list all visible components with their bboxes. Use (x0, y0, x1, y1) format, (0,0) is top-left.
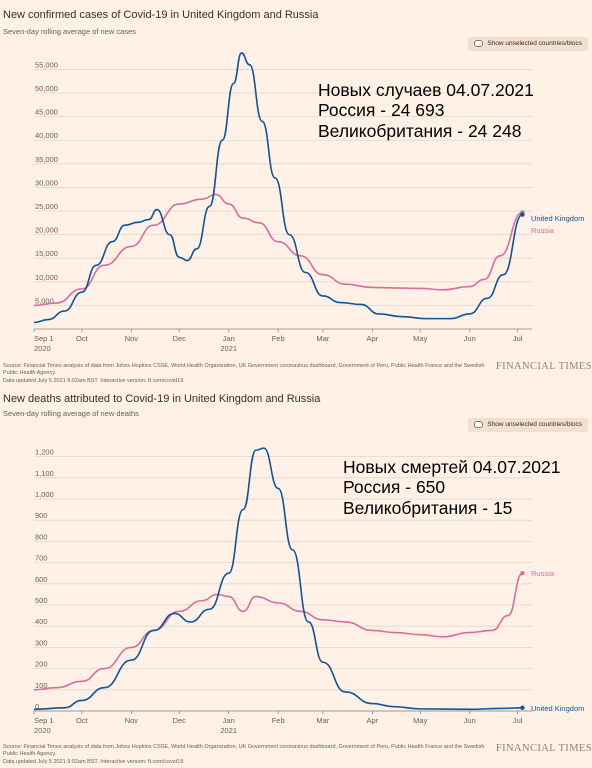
cases-ytick-label: 45,000 (35, 108, 58, 117)
deaths-label-russia: Russia (531, 569, 555, 578)
deaths-chart-subtitle: Seven-day rolling average of new deaths (3, 409, 139, 418)
deaths-xtick-year: 2020 (34, 726, 51, 735)
deaths-xtick-label: Apr (367, 716, 379, 725)
cases-xtick-label: Jul (513, 334, 523, 343)
ft-logo: FINANCIAL TIMES (495, 361, 592, 372)
deaths-xtick-label: Feb (272, 716, 285, 725)
cases-line-chart: 5,000 10,000 15,000 20,000 25,000 30,000 35,00… (33, 52, 584, 353)
deaths-overlay-annotation: Новых смертей 04.07.2021 Россия - 650 Ве… (343, 457, 561, 518)
deaths-line-chart: 0 100 200 300 400 500 600 700 800 900 1,000 1,100 1,… (33, 447, 584, 735)
deaths-ytick-label: 500 (35, 596, 48, 605)
cases-ytick-label: 35,000 (35, 155, 58, 164)
cases-xtick-label: Apr (367, 334, 379, 343)
deaths-xtick-label: Mar (316, 716, 329, 725)
deaths-chart-panel: New deaths attributed to Covid-19 in Uni… (0, 388, 592, 768)
toggle-label: Show unselected countries/blocs (487, 421, 582, 428)
deaths-ytick-label: 700 (35, 554, 48, 563)
cases-ytick-label: 25,000 (35, 202, 58, 211)
deaths-ytick-label: 100 (35, 681, 48, 690)
deaths-ytick-label: 1,000 (35, 490, 54, 499)
cases-overlay-line-2: Россия - 24 693 (318, 100, 445, 121)
cases-ytick-label: 30,000 (35, 178, 58, 187)
cases-endpoint-united-kingdom (520, 212, 525, 217)
deaths-endpoint-russia (520, 571, 525, 576)
cases-ytick-label: 40,000 (35, 131, 58, 140)
deaths-ytick-label: 600 (35, 575, 48, 584)
cases-series-line-united-kingdom (33, 52, 523, 324)
deaths-overlay-line-2: Россия - 650 (343, 477, 446, 498)
toggle-label: Show unselected countries/blocs (487, 40, 582, 47)
deaths-xtick-label: Nov (125, 716, 139, 725)
deaths-xtick-label: Oct (76, 716, 89, 725)
deaths-xtick-label: Sep 1 (34, 716, 54, 725)
cases-overlay-line-3: Великобритания - 24 248 (318, 120, 522, 141)
cases-xtick-label: Jan (223, 334, 235, 343)
cases-ytick-label: 50,000 (35, 84, 58, 93)
deaths-series-line-united-kingdom (33, 447, 523, 711)
toggle-switch-icon (474, 420, 484, 428)
cases-xtick-label: May (413, 334, 427, 343)
cases-xtick-label: Jun (464, 334, 476, 343)
deaths-xtick-label: Jul (513, 716, 523, 725)
deaths-ytick-label: 200 (35, 660, 48, 669)
cases-series-line-russia (33, 193, 523, 307)
deaths-xtick-year: 2021 (220, 726, 237, 735)
cases-chart-title: New confirmed cases of Covid-19 in Unite… (3, 9, 319, 21)
cases-ytick-label: 10,000 (35, 273, 58, 282)
cases-xtick-year: 2021 (220, 344, 237, 353)
deaths-xtick-label: Dec (173, 716, 187, 725)
deaths-chart-title: New deaths attributed to Covid-19 in Uni… (3, 393, 321, 405)
cases-overlay-annotation: Новых случаев 04.07.2021 Россия - 24 693… (318, 80, 534, 141)
cases-ytick-label: 20,000 (35, 226, 58, 235)
deaths-xtick-label: May (413, 716, 427, 725)
deaths-xtick-label: Jun (464, 716, 476, 725)
show-unselected-toggle[interactable]: Show unselected countries/blocs (468, 37, 588, 51)
cases-xtick-label: Feb (272, 334, 285, 343)
cases-xtick-label: Mar (316, 334, 329, 343)
deaths-updated-note: Data updated July 5 2021 9:02am BST. Int… (3, 759, 184, 765)
cases-chart-subtitle: Seven-day rolling average of new cases (3, 27, 136, 36)
cases-xtick-label: Dec (173, 334, 187, 343)
cases-overlay-line-1: Новых случаев 04.07.2021 (318, 80, 534, 100)
deaths-overlay-line-1: Новых смертей 04.07.2021 (343, 457, 561, 477)
cases-xtick-year: 2020 (34, 344, 51, 353)
deaths-label-uk: United Kingdom (531, 704, 584, 713)
deaths-source-note: Source: Financial Times analysis of data… (3, 744, 485, 757)
cases-xtick-label: Oct (76, 334, 89, 343)
deaths-ytick-label: 400 (35, 617, 48, 626)
deaths-series-line-russia (33, 572, 524, 691)
cases-chart-panel: New confirmed cases of Covid-19 in Unite… (3, 9, 592, 384)
cases-xtick-label: Sep 1 (34, 334, 54, 343)
deaths-ytick-label: 1,200 (35, 448, 54, 457)
ft-logo-deaths: FINANCIAL TIMES (495, 743, 592, 754)
deaths-ytick-label: 300 (35, 638, 48, 647)
deaths-overlay-line-3: Великобритания - 15 (343, 497, 513, 518)
deaths-ytick-label: 1,100 (35, 469, 54, 478)
cases-label-russia: Russia (531, 226, 555, 235)
deaths-ytick-label: 800 (35, 532, 48, 541)
cases-source-note: Source: Financial Times analysis of data… (3, 363, 485, 376)
cases-ytick-label: 15,000 (35, 249, 58, 258)
cases-ytick-label: 55,000 (35, 60, 58, 69)
show-unselected-toggle-deaths[interactable]: Show unselected countries/blocs (468, 418, 588, 432)
deaths-ytick-label: 900 (35, 511, 48, 520)
deaths-xtick-label: Jan (223, 716, 235, 725)
deaths-ytick-label: 0 (35, 702, 39, 711)
deaths-endpoint-united-kingdom (520, 705, 525, 711)
toggle-switch-icon (474, 39, 484, 47)
cases-xtick-label: Nov (125, 334, 139, 343)
cases-updated-note: Data updated July 5 2021 9:02am BST. Int… (3, 378, 184, 384)
cases-label-uk: United Kingdom (531, 214, 584, 223)
cases-ytick-label: 5,000 (35, 296, 54, 305)
